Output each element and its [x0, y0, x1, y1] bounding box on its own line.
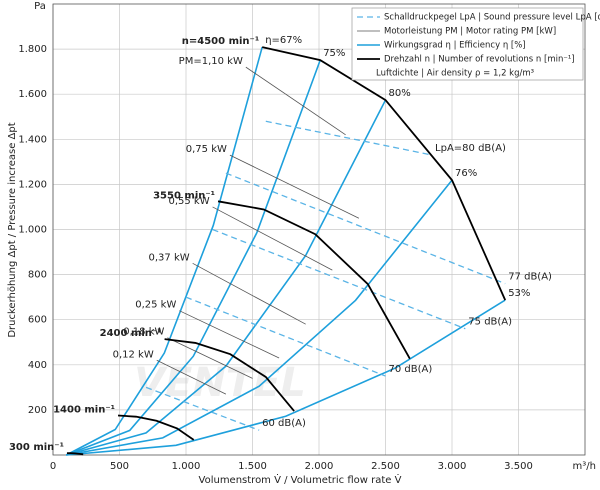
plot-frame	[52, 3, 586, 456]
y-tick-label: 1.800	[18, 44, 47, 55]
series-label: LpA=80 dB(A)	[435, 143, 506, 154]
series-label: 0,12 kW	[113, 349, 154, 360]
series-line	[262, 46, 507, 301]
series-line	[145, 386, 260, 431]
series-line	[217, 200, 411, 360]
series-line	[265, 120, 433, 156]
series-label: 0,55 kW	[168, 196, 209, 207]
series-label: 3550 min⁻¹	[153, 190, 215, 201]
x-tick-label: 2.500	[371, 461, 400, 472]
series-label: 2400 min⁻¹	[100, 328, 162, 339]
x-tick-label: 3.500	[504, 461, 533, 472]
legend-text: Wirkungsgrad η | Efficiency η [%]	[384, 41, 526, 51]
x-tick-label: 2.000	[305, 461, 334, 472]
series-label: 75 dB(A)	[468, 317, 512, 328]
legend-box	[351, 7, 584, 81]
series-label: 60 dB(A)	[262, 418, 306, 429]
y-tick-label: 1.000	[18, 225, 47, 236]
y-tick-label: 1.400	[18, 134, 47, 145]
series-line	[65, 46, 263, 456]
x-unit: m³/h	[573, 461, 596, 472]
y-tick-label: 800	[28, 270, 47, 281]
x-tick-label: 500	[110, 461, 129, 472]
legend-text: Drehzahl n | Number of revolutions n [mi…	[384, 55, 575, 65]
series-label: 0,75 kW	[186, 144, 227, 155]
series-line	[117, 414, 195, 441]
series-label: η=67%	[265, 35, 302, 46]
legend-text: Luftdichte | Air density ρ = 1,2 kg/m³	[376, 69, 534, 79]
series-label: 300 min⁻¹	[9, 442, 64, 453]
series-label: 0,25 kW	[135, 300, 176, 311]
y-axis-label: Druckerhöhung Δpt / Pressure increase Δp…	[7, 122, 18, 337]
x-tick-label: 1.000	[172, 461, 201, 472]
series-line	[66, 452, 84, 456]
x-tick-label: 3.000	[438, 461, 467, 472]
series-line	[156, 359, 227, 395]
series-label: 0,18 kW	[123, 327, 164, 338]
series-line	[66, 59, 321, 456]
x-tick-label: 1.500	[238, 461, 267, 472]
series-line	[179, 310, 280, 359]
series-label: 75%	[323, 48, 345, 59]
series-line	[185, 296, 386, 377]
series-line	[212, 228, 466, 330]
series-line	[66, 299, 506, 456]
x-axis-label: Volumenstrom V̇ / Volumetric flow rate V…	[199, 473, 402, 486]
series-line	[167, 337, 253, 379]
series-line	[192, 262, 306, 325]
series-label: 80%	[389, 88, 411, 99]
series-label: PM=1,10 kW	[179, 56, 243, 67]
series-label: 76%	[455, 168, 477, 179]
series-line	[229, 154, 360, 219]
series-line	[66, 99, 387, 456]
series-line	[66, 179, 453, 456]
legend-text: Schalldruckpegel LpA | Sound pressure le…	[384, 13, 600, 23]
series-label: 77 dB(A)	[508, 272, 552, 283]
series-label: 1400 min⁻¹	[53, 405, 115, 416]
series-label: 53%	[508, 288, 530, 299]
x-tick-label: 0	[50, 461, 56, 472]
series-line	[212, 206, 333, 271]
y-unit: Pa	[34, 1, 46, 12]
legend: Schalldruckpegel LpA | Sound pressure le…	[351, 7, 600, 81]
y-tick-label: 600	[28, 315, 47, 326]
y-tick-label: 1.200	[18, 179, 47, 190]
y-tick-label: 200	[28, 405, 47, 416]
series-label: n=4500 min⁻¹	[182, 36, 259, 47]
series-label: 0,37 kW	[149, 252, 190, 263]
y-tick-label: 1.600	[18, 89, 47, 100]
watermark: VENTEL	[134, 360, 306, 406]
series-line	[225, 172, 506, 285]
series-label: 70 dB(A)	[389, 364, 433, 375]
series-line	[245, 66, 346, 136]
series-line	[164, 338, 295, 412]
y-tick-label: 400	[28, 360, 47, 371]
legend-text: Motorleistung PM | Motor rating PM [kW]	[384, 27, 556, 37]
